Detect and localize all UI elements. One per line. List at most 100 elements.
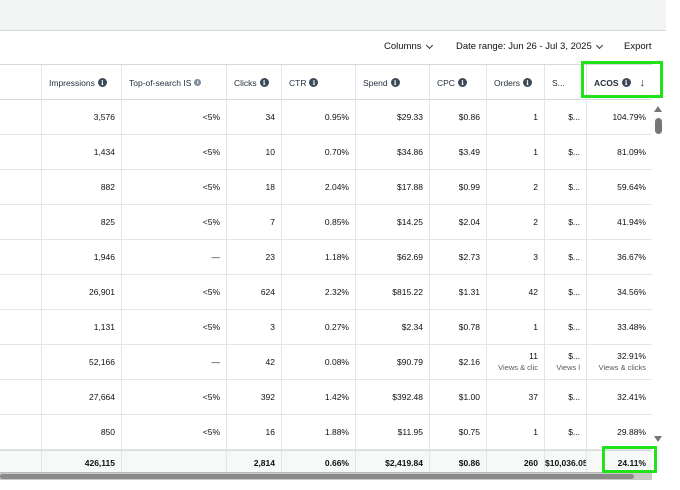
cell-acos: 59.64% bbox=[586, 170, 652, 204]
table-row[interactable]: 1,131 <5% 3 0.27% $2.34 $0.78 1 $... 33.48% bbox=[0, 310, 652, 345]
header-spend[interactable]: Spend i bbox=[355, 65, 429, 100]
header-top_of_search[interactable]: Top-of-search IS i bbox=[121, 65, 226, 100]
cell-top_of_search: <5% bbox=[121, 415, 226, 449]
table-row[interactable]: 882 <5% 18 2.04% $17.88 $0.99 2 $... 59.64% bbox=[0, 170, 652, 205]
horizontal-scroll-thumb[interactable] bbox=[0, 474, 634, 479]
table-row[interactable]: 52,166 — 42 0.08% $90.79 $2.16 11 Views & clic $… bbox=[0, 345, 652, 380]
cell-orders: 2 bbox=[486, 205, 544, 239]
info-icon[interactable]: i bbox=[522, 78, 532, 87]
info-icon[interactable]: i bbox=[309, 78, 319, 87]
cell-spend: $14.25 bbox=[355, 205, 429, 239]
totals-row: 426,115 2,814 0.66% $2,419.84 $0.86 260 $10,03… bbox=[0, 450, 652, 475]
cell-value: 11 bbox=[529, 351, 538, 361]
vertical-scrollbar[interactable] bbox=[652, 100, 665, 448]
cell-value: $... bbox=[568, 287, 580, 297]
cell-ctr: 0.95% bbox=[281, 100, 355, 134]
cell-top_of_search: <5% bbox=[121, 205, 226, 239]
cell-value: 1.88% bbox=[324, 427, 349, 437]
table-row[interactable]: 825 <5% 7 0.85% $14.25 $2.04 2 $... 41.94% bbox=[0, 205, 652, 240]
cell-cpc: $2.16 bbox=[429, 345, 486, 379]
cell-sales[interactable]: $... bbox=[544, 310, 586, 344]
cell-ctr: 2.32% bbox=[281, 275, 355, 309]
header-label: Orders bbox=[494, 77, 520, 88]
header-label: S... bbox=[552, 77, 565, 88]
cell-value: $1.00 bbox=[458, 392, 480, 402]
header-label: ACOS bbox=[594, 77, 619, 88]
cell-value: 37 bbox=[528, 392, 538, 402]
cell-acos: 36.67% bbox=[586, 240, 652, 274]
table-row[interactable]: 1,434 <5% 10 0.70% $34.86 $3.49 1 $... 81.09% bbox=[0, 135, 652, 170]
info-icon[interactable]: i bbox=[390, 78, 400, 87]
total-acos: 24.11% bbox=[586, 451, 652, 475]
cell-value: <5% bbox=[202, 182, 220, 192]
cell-spend: $90.79 bbox=[355, 345, 429, 379]
header-cell-name bbox=[0, 65, 41, 100]
cell-cpc: $0.86 bbox=[429, 100, 486, 134]
info-icon[interactable]: i bbox=[97, 78, 107, 87]
info-icon[interactable]: i bbox=[457, 78, 467, 87]
info-icon[interactable]: i bbox=[621, 78, 631, 87]
cell-sales[interactable]: $... bbox=[544, 135, 586, 169]
scroll-down-icon[interactable] bbox=[654, 436, 662, 442]
cell-sales[interactable]: $... bbox=[544, 100, 586, 134]
cell-value: — bbox=[211, 252, 221, 262]
cell-value: $2.73 bbox=[458, 252, 480, 262]
header-impressions[interactable]: Impressions i bbox=[41, 65, 121, 100]
cell-ctr: 2.04% bbox=[281, 170, 355, 204]
cell-value: 2 bbox=[533, 182, 538, 192]
cell-sales[interactable]: $... bbox=[544, 275, 586, 309]
cell-value: 41.94% bbox=[617, 217, 646, 227]
cell-value: 825 bbox=[100, 217, 115, 227]
cell-sales[interactable]: $... bbox=[544, 205, 586, 239]
horizontal-scrollbar[interactable] bbox=[0, 472, 652, 480]
header-ctr[interactable]: CTR i bbox=[281, 65, 355, 100]
cell-sales[interactable]: $... Views l bbox=[544, 345, 586, 379]
info-icon[interactable]: i bbox=[194, 79, 202, 86]
header-cpc[interactable]: CPC i bbox=[429, 65, 486, 100]
cell-value: 10 bbox=[265, 147, 275, 157]
cell-sales[interactable]: $... bbox=[544, 240, 586, 274]
cell-cpc: $0.75 bbox=[429, 415, 486, 449]
cell-value: 3 bbox=[533, 252, 538, 262]
total-sales: $10,036.05 bbox=[544, 451, 586, 475]
table-row[interactable]: 850 <5% 16 1.88% $11.95 $0.75 1 $... 29.88% bbox=[0, 415, 652, 450]
scroll-up-icon[interactable] bbox=[654, 106, 662, 112]
date-range-dropdown[interactable]: Date range: Jun 26 - Jul 3, 2025 bbox=[456, 41, 603, 52]
sort-descending-icon[interactable]: ↓ bbox=[639, 76, 646, 89]
cell-spend: $34.86 bbox=[355, 135, 429, 169]
cell-acos: 32.41% bbox=[586, 380, 652, 414]
cell-sales[interactable]: $... bbox=[544, 415, 586, 449]
cell-spend: $392.48 bbox=[355, 380, 429, 414]
header-clicks[interactable]: Clicks i bbox=[226, 65, 281, 100]
cell-value: 3 bbox=[270, 322, 275, 332]
cell-sales[interactable]: $... bbox=[544, 380, 586, 414]
columns-dropdown[interactable]: Columns bbox=[384, 41, 433, 52]
export-button[interactable]: Export bbox=[624, 41, 651, 52]
cell-sales[interactable]: $... bbox=[544, 170, 586, 204]
header-orders[interactable]: Orders i bbox=[486, 65, 544, 100]
cell-ctr: 0.27% bbox=[281, 310, 355, 344]
header-sales[interactable]: S... bbox=[544, 65, 586, 100]
table-row[interactable]: 26,901 <5% 624 2.32% $815.22 $1.31 42 $... 34.56… bbox=[0, 275, 652, 310]
cell-impressions: 52,166 bbox=[41, 345, 121, 379]
cell-value: $29.33 bbox=[397, 112, 423, 122]
cell-value: 34.56% bbox=[617, 287, 646, 297]
cell-acos: 41.94% bbox=[586, 205, 652, 239]
cell-orders: 11 Views & clic bbox=[486, 345, 544, 379]
cell-impressions: 26,901 bbox=[41, 275, 121, 309]
cell-value: 29.88% bbox=[617, 427, 646, 437]
cell-value: $62.69 bbox=[397, 252, 423, 262]
total-cpc: $0.86 bbox=[429, 451, 486, 475]
header-label: Spend bbox=[363, 77, 388, 88]
cell-value: 2 bbox=[533, 217, 538, 227]
vertical-scroll-thumb[interactable] bbox=[655, 118, 662, 134]
cell-top_of_search: — bbox=[121, 345, 226, 379]
info-icon[interactable]: i bbox=[259, 78, 269, 87]
table-row[interactable]: 1,946 — 23 1.18% $62.69 $2.73 3 $... 36.67% bbox=[0, 240, 652, 275]
table-row[interactable]: 27,664 <5% 392 1.42% $392.48 $1.00 37 $... 32.41… bbox=[0, 380, 652, 415]
cell-value: 27,664 bbox=[89, 392, 115, 402]
total-impressions: 426,115 bbox=[41, 451, 121, 475]
table-row[interactable]: 3,576 <5% 34 0.95% $29.33 $0.86 1 $... 104.79% bbox=[0, 100, 652, 135]
header-acos[interactable]: ACOS i ↓ bbox=[586, 65, 652, 100]
cell-clicks: 16 bbox=[226, 415, 281, 449]
